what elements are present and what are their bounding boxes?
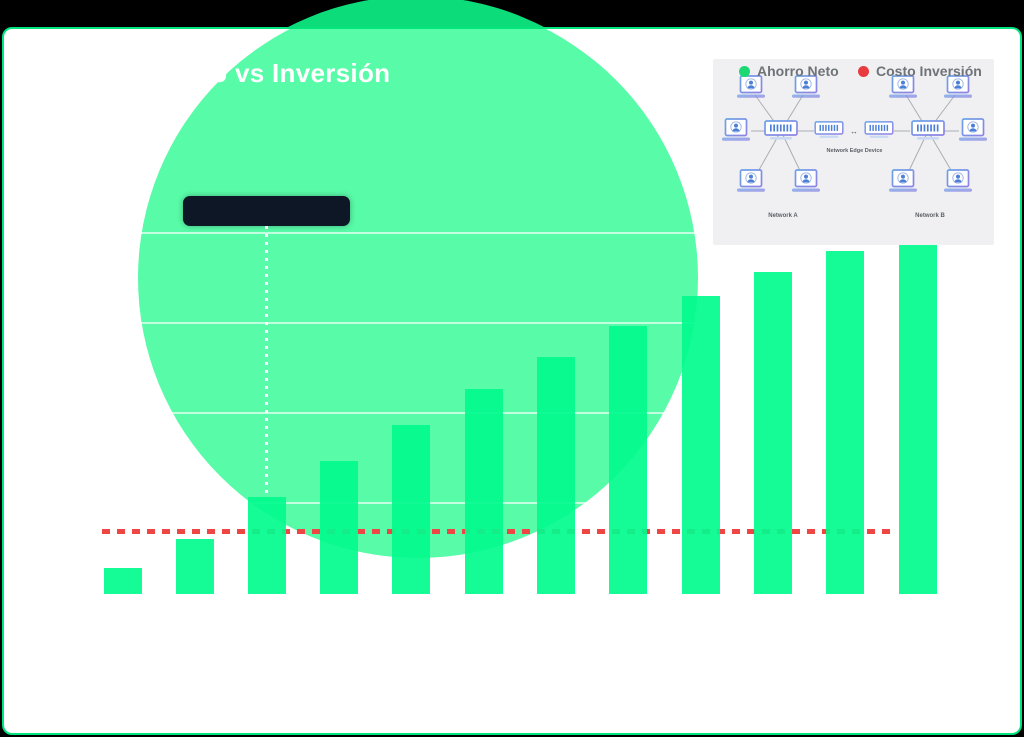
tooltip-crosshair-line (265, 226, 268, 497)
legend-item-costo-inversion[interactable]: Costo Inversión (858, 63, 982, 79)
bar-ahorro-neto[interactable] (682, 296, 720, 594)
edge-device-icon (814, 121, 844, 139)
connector-lines (751, 94, 959, 178)
laptop-icon (736, 169, 766, 193)
gridline (100, 322, 944, 324)
gridline (100, 232, 944, 234)
gridline (100, 412, 944, 414)
legend-label: Ahorro Neto (757, 63, 839, 79)
legend-item-ahorro-neto[interactable]: Ahorro Neto (739, 63, 839, 79)
bar-ahorro-neto[interactable] (609, 326, 647, 594)
chart-title: Ahorro vs Inversión (139, 58, 391, 88)
laptop-icon (943, 169, 973, 193)
laptop-icon (791, 169, 821, 193)
bar-ahorro-neto[interactable] (320, 461, 358, 594)
laptop-icon (888, 169, 918, 193)
bar-ahorro-neto[interactable] (248, 497, 286, 594)
gridline (100, 502, 944, 504)
switch-icon (764, 120, 798, 141)
network-diagram: ↔ Network Edge Device Network A Network … (721, 75, 988, 219)
bar-ahorro-neto[interactable] (826, 251, 864, 594)
network-b-label: Network B (915, 213, 945, 219)
green-dot-icon (739, 65, 750, 77)
bar-ahorro-neto[interactable] (537, 357, 575, 594)
bidirectional-arrow-icon: ↔ (850, 127, 858, 136)
laptop-icon (958, 118, 988, 142)
bar-ahorro-neto[interactable] (899, 232, 937, 594)
chart-card: Ahorro vs Inversión (2, 27, 1022, 735)
edge-device-label: Network Edge Device (827, 148, 883, 154)
red-dot-icon (858, 65, 869, 77)
chart-legend: Ahorro Neto Costo Inversión (713, 63, 994, 83)
laptop-icon (721, 118, 751, 142)
tooltip (183, 196, 350, 226)
bar-ahorro-neto[interactable] (754, 272, 792, 594)
bar-ahorro-neto[interactable] (104, 568, 142, 594)
bar-ahorro-neto[interactable] (176, 539, 214, 594)
network-diagram-panel: ↔ Network Edge Device Network A Network … (713, 59, 994, 245)
switch-icon (911, 120, 945, 141)
bar-ahorro-neto[interactable] (392, 425, 430, 594)
network-a-label: Network A (768, 213, 798, 219)
legend-label: Costo Inversión (876, 63, 982, 79)
edge-device-icon (864, 121, 894, 139)
bar-ahorro-neto[interactable] (465, 389, 503, 594)
